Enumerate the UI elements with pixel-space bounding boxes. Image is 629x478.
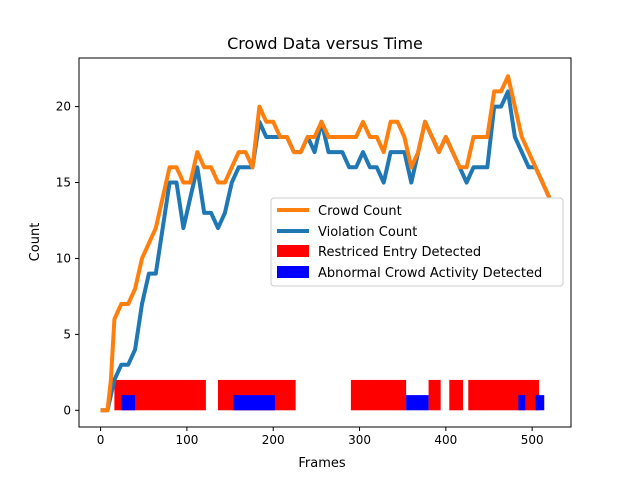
x-tick-label: 100	[175, 433, 198, 447]
x-tick-label: 200	[262, 433, 285, 447]
legend-box	[270, 197, 564, 287]
band-layer	[114, 379, 545, 411]
x-tick-label: 400	[434, 433, 457, 447]
line-layer	[100, 74, 552, 413]
y-tick-label: 15	[56, 176, 71, 190]
y-axis-label: Count	[28, 223, 43, 262]
legend-crowd-count-label: Crowd Count	[318, 204, 402, 219]
legend-abnormal-activity-label: Abnormal Crowd Activity Detected	[318, 266, 542, 281]
abnormal-activity-band	[535, 395, 545, 411]
restricted-entry-band	[350, 379, 407, 411]
y-tick-label: 20	[56, 100, 71, 114]
legend-violation-count-label: Violation Count	[318, 225, 417, 240]
x-axis: 0 100 200 300 400 500	[97, 427, 544, 447]
abnormal-activity-band	[406, 395, 429, 411]
crowd-count-line	[100, 74, 552, 413]
legend-restricted-entry-swatch	[277, 245, 309, 257]
y-tick-label: 5	[63, 327, 71, 341]
legend-abnormal-activity-swatch	[277, 266, 309, 278]
legend: Crowd Count Violation Count Restriced En…	[270, 197, 564, 287]
y-tick-label: 10	[56, 251, 71, 265]
legend-restricted-entry-label: Restriced Entry Detected	[318, 245, 481, 260]
x-tick-label: 300	[348, 433, 371, 447]
y-axis: 0 5 10 15 20	[56, 100, 79, 417]
plot-frame	[78, 57, 572, 428]
restricted-entry-band	[428, 379, 441, 411]
x-axis-label: Frames	[298, 456, 346, 471]
x-tick-label: 0	[97, 433, 105, 447]
restricted-entry-band	[449, 379, 464, 411]
abnormal-activity-band	[518, 395, 526, 411]
y-tick-label: 0	[63, 403, 71, 417]
abnormal-activity-band	[233, 395, 275, 411]
chart-title: Crowd Data versus Time	[227, 34, 423, 53]
x-tick-label: 500	[521, 433, 544, 447]
abnormal-activity-band	[121, 395, 136, 411]
restricted-entry-band	[468, 379, 540, 411]
